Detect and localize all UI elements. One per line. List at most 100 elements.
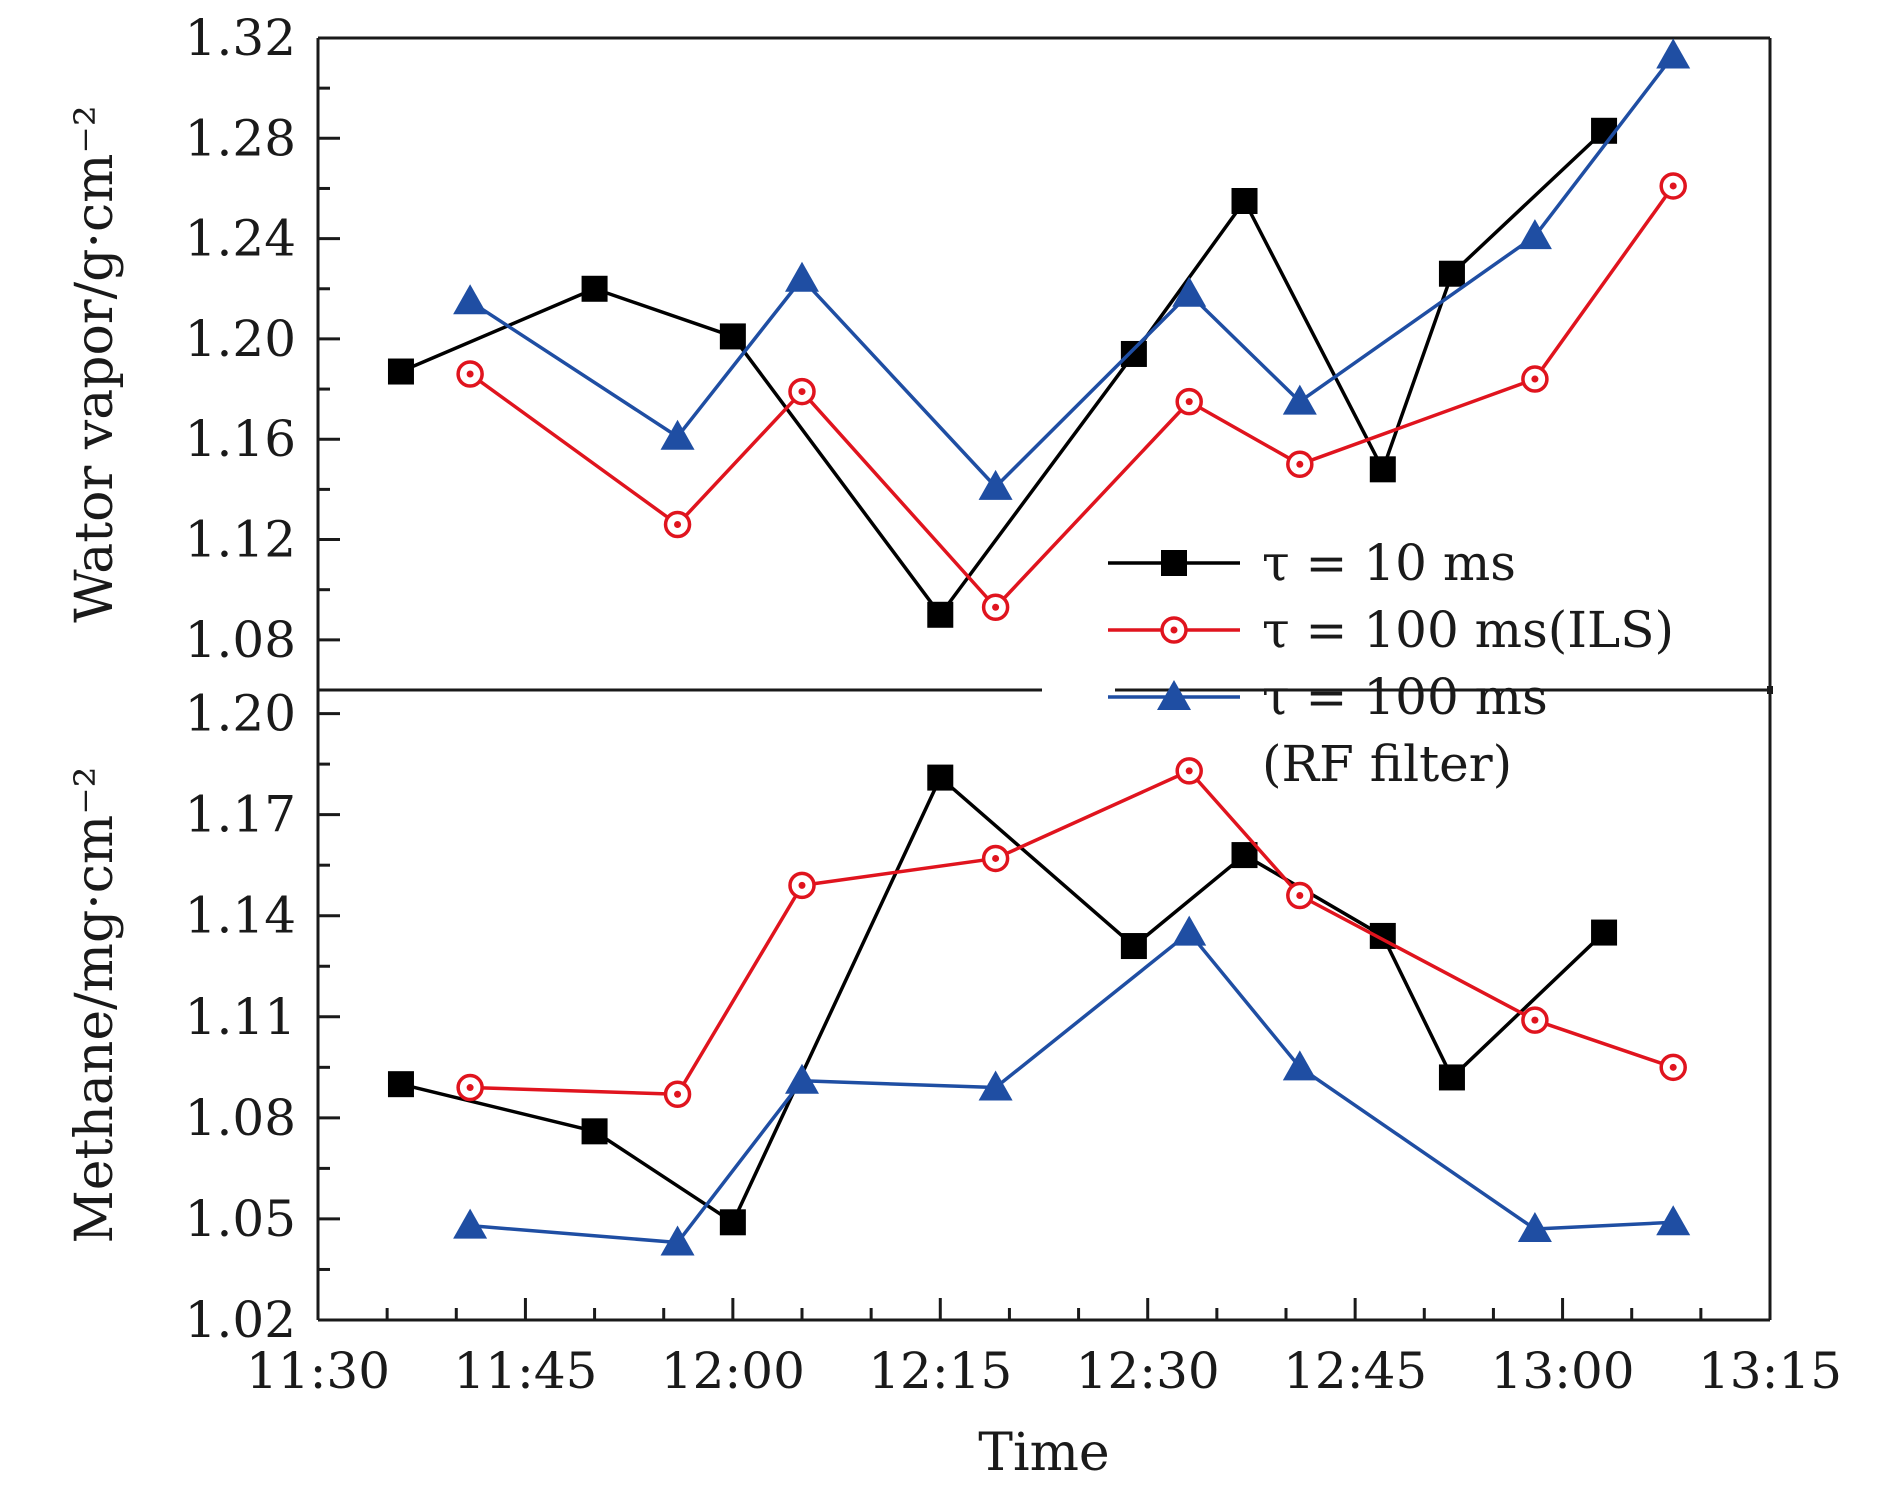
square-marker: [719, 323, 746, 350]
square-marker: [719, 1209, 746, 1236]
y-tick-label: 1.20: [185, 685, 296, 743]
square-marker: [1591, 117, 1618, 144]
tau100_rf-line: [469, 54, 1675, 489]
circle-marker-dot: [1296, 892, 1304, 900]
circle-marker-dot: [992, 854, 1000, 862]
square-marker: [1369, 456, 1396, 483]
legend-entry: τ = 100 ms (RF filter): [1108, 668, 1548, 793]
triangle-marker: [1656, 1205, 1691, 1236]
x-tick-label: 11:30: [246, 1342, 390, 1400]
x-tick-label: 12:45: [1283, 1342, 1427, 1400]
legend-label: τ = 100 ms: [1262, 668, 1548, 726]
triangle-marker: [453, 1208, 488, 1239]
triangle-marker: [785, 261, 819, 292]
chart-frame: [316, 36, 1773, 1322]
circle-marker-dot: [1185, 398, 1193, 406]
y-tick-label: 1.14: [185, 887, 296, 945]
tau10-series: [387, 764, 1618, 1236]
circle-marker-dot: [1669, 1063, 1677, 1071]
y-tick-label: 1.17: [185, 786, 296, 844]
tau100_ils-line: [470, 769, 1674, 1097]
square-marker: [1161, 550, 1187, 576]
circle-marker-dot: [1531, 375, 1539, 383]
y-tick-label: 1.24: [185, 210, 296, 268]
square-marker: [1231, 188, 1258, 214]
tau100_ils-series: [456, 757, 1687, 1109]
x-tick-label: 11:45: [453, 1342, 597, 1400]
tau100_rf-line: [469, 930, 1674, 1245]
circle-marker-dot: [674, 1090, 682, 1098]
divider-corner: [1767, 686, 1773, 694]
circle-marker-dot: [674, 520, 682, 528]
y-tick-label: 1.28: [185, 109, 296, 167]
square-marker: [1231, 842, 1258, 869]
triangle-marker: [1282, 384, 1317, 415]
square-marker: [387, 1071, 414, 1098]
circle-marker-dot: [1170, 626, 1178, 634]
circle-marker-dot: [1531, 1016, 1539, 1024]
tau100_rf-series: [453, 915, 1691, 1256]
square-marker: [1591, 919, 1618, 946]
circle-marker-dot: [798, 388, 806, 396]
y-tick-label: 1.05: [185, 1190, 296, 1248]
circle-marker-dot: [466, 1084, 474, 1092]
circle-marker-dot: [1185, 767, 1193, 775]
triangle-marker: [1172, 276, 1207, 307]
tau100_ils-series: [456, 172, 1687, 621]
tau10-line: [400, 775, 1606, 1225]
legend-entry: τ = 10 ms: [1108, 534, 1516, 592]
methane-y-axis-title: Methane/mg·cm⁻²: [65, 766, 125, 1243]
triangle-marker: [1282, 1050, 1317, 1081]
water-y-axis-title: Wator vapor/g·cm⁻²: [65, 105, 125, 622]
y-tick-label: 1.11: [185, 988, 296, 1046]
circle-marker-dot: [466, 370, 474, 378]
square-marker: [581, 1118, 608, 1145]
triangle-marker: [978, 1070, 1013, 1101]
triangle-marker: [1517, 219, 1552, 250]
triangle-marker: [1172, 915, 1207, 946]
triangle-marker: [1656, 38, 1691, 69]
legend-label: τ = 10 ms: [1262, 534, 1516, 592]
y-tick-label: 1.32: [185, 9, 296, 67]
tau10-series: [387, 117, 1618, 628]
triangle-marker: [785, 1063, 819, 1094]
circle-marker-dot: [1669, 182, 1677, 190]
legend-label: τ = 100 ms(ILS): [1262, 601, 1674, 659]
triangle-marker: [1517, 1212, 1552, 1243]
square-marker: [387, 358, 414, 385]
tau100_rf-series: [453, 38, 1691, 500]
legend-label-line2: (RF filter): [1262, 735, 1512, 793]
y-tick-label: 1.20: [185, 310, 296, 368]
triangle-marker: [453, 284, 488, 315]
triangle-marker: [1157, 680, 1191, 710]
y-tick-label: 1.08: [185, 1089, 296, 1147]
square-marker: [1120, 933, 1147, 960]
x-tick-label: 12:30: [1076, 1342, 1220, 1400]
x-tick-label: 13:15: [1698, 1342, 1842, 1400]
triangle-marker: [660, 419, 695, 450]
x-tick-label: 12:00: [661, 1342, 805, 1400]
x-tick-label: 12:15: [868, 1342, 1012, 1400]
circle-marker-dot: [1296, 460, 1304, 468]
circle-marker-dot: [992, 603, 1000, 611]
square-marker: [581, 275, 608, 302]
legend: τ = 10 ms τ = 100 ms(ILS) τ = 100 ms (RF fi…: [1108, 534, 1674, 793]
square-marker: [927, 764, 954, 791]
square-marker: [1438, 260, 1465, 287]
y-tick-label: 1.02: [185, 1291, 296, 1349]
y-tick-label: 1.08: [185, 611, 296, 669]
x-axis-title: Time: [978, 1423, 1109, 1483]
triangle-marker: [660, 1225, 695, 1256]
y-tick-label: 1.16: [185, 410, 296, 468]
circle-marker-dot: [798, 881, 806, 889]
square-marker: [1120, 340, 1147, 367]
axis-ticks: 11:30 11:45 12:00 12:15 12:30 12:45 13:00 13:15…: [185, 9, 1842, 1400]
square-marker: [1438, 1064, 1465, 1091]
y-tick-label: 1.12: [185, 511, 296, 569]
legend-entry: τ = 100 ms(ILS): [1108, 601, 1674, 659]
water-vapor-panel: Wator vapor/g·cm⁻²: [65, 38, 1691, 628]
tau100_ils-line: [469, 184, 1675, 609]
triangle-marker: [978, 469, 1013, 500]
x-tick-label: 13:00: [1491, 1342, 1635, 1400]
